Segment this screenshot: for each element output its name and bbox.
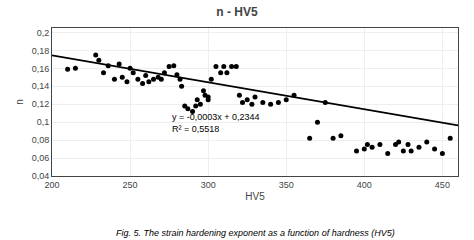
svg-text:0,06: 0,06 — [32, 153, 50, 163]
svg-text:0,04: 0,04 — [32, 171, 50, 181]
svg-text:n: n — [14, 99, 25, 105]
svg-text:300: 300 — [201, 180, 216, 190]
svg-text:0,2: 0,2 — [37, 28, 50, 38]
svg-text:0,14: 0,14 — [32, 81, 50, 91]
svg-text:y = -0,0003x + 0,2344R² = 0,55: y = -0,0003x + 0,2344R² = 0,5518 — [172, 112, 260, 134]
svg-text:400: 400 — [357, 180, 372, 190]
svg-text:450: 450 — [435, 180, 450, 190]
svg-text:350: 350 — [279, 180, 294, 190]
svg-text:0,08: 0,08 — [32, 135, 50, 145]
svg-text:HV5: HV5 — [245, 191, 265, 202]
svg-text:0,18: 0,18 — [32, 46, 50, 56]
svg-text:0,12: 0,12 — [32, 99, 50, 109]
svg-text:200: 200 — [44, 180, 59, 190]
svg-text:0,16: 0,16 — [32, 64, 50, 74]
svg-text:n - HV5: n - HV5 — [216, 5, 258, 19]
svg-text:250: 250 — [123, 180, 138, 190]
svg-text:Fig. 5. The strain hardening e: Fig. 5. The strain hardening exponent as… — [116, 228, 395, 238]
svg-text:0,1: 0,1 — [37, 117, 50, 127]
